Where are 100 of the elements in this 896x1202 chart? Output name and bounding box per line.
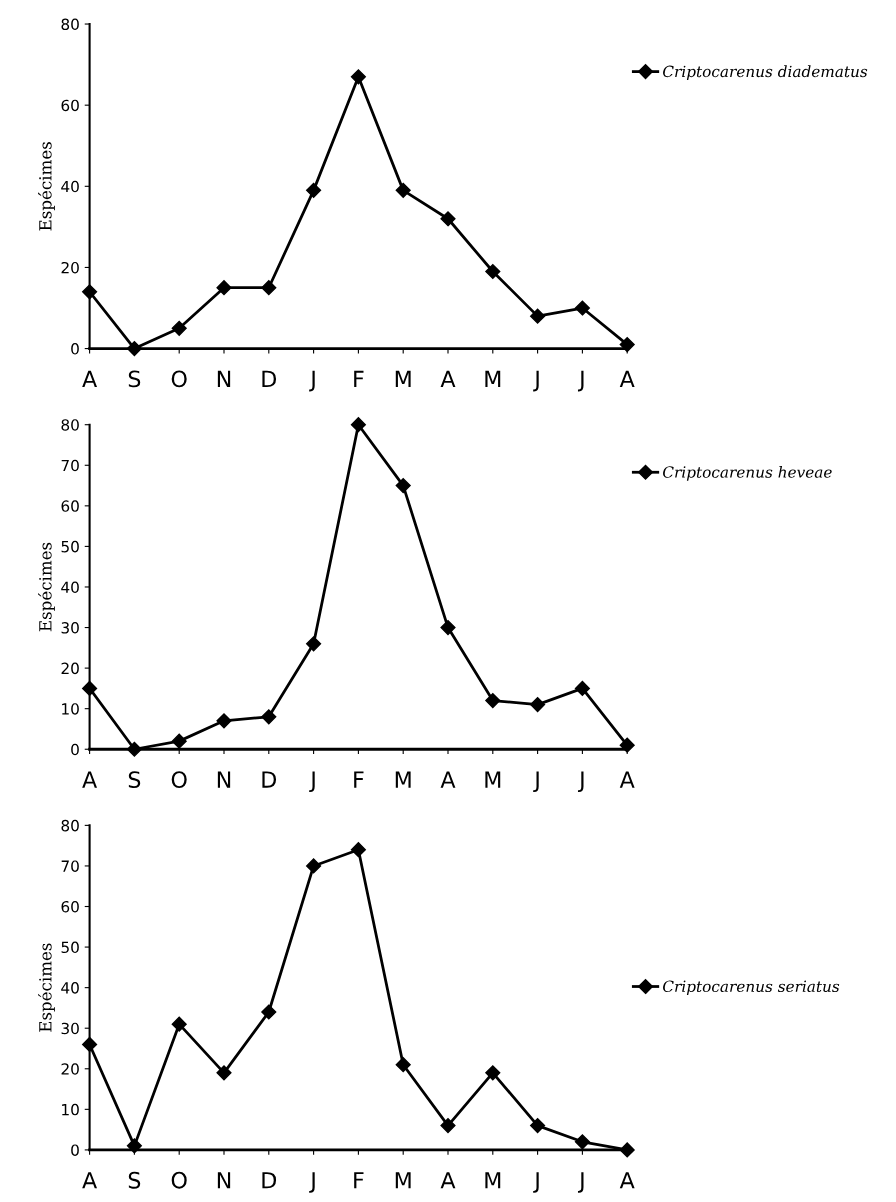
y-tick-label: 10 [62, 1103, 79, 1116]
point [261, 280, 277, 296]
x-tick-label: F [354, 771, 364, 788]
y-tick-label: 80 [61, 419, 79, 431]
point [216, 280, 232, 296]
point [530, 697, 546, 713]
y-tick-label: 60 [61, 900, 79, 913]
point [306, 182, 322, 198]
y-tick-label: 50 [61, 941, 79, 954]
point [261, 1004, 277, 1020]
y-tick-label: 30 [61, 622, 79, 634]
y-tick-label: 70 [61, 860, 79, 872]
x-tick-label: N [217, 1172, 231, 1189]
y-tick-label: 80 [61, 819, 79, 832]
x-tick-label: J [309, 771, 315, 793]
y-tick-label: 20 [61, 662, 79, 675]
point [261, 709, 277, 725]
x-tick-label: J [577, 370, 584, 392]
y-tick-label: 60 [61, 99, 79, 112]
point [171, 733, 187, 749]
y-tick-label: 0 [71, 343, 79, 355]
y-tick-label: 30 [61, 1022, 79, 1035]
point [530, 1118, 546, 1134]
y-tick-label: 40 [61, 180, 79, 193]
x-tick-label: N [217, 771, 231, 788]
point [395, 182, 411, 198]
x-tick-label: M [485, 1172, 501, 1189]
y-tick-label: 70 [61, 459, 79, 472]
x-tick-label: M [485, 370, 501, 387]
x-tick-label: J [533, 771, 539, 793]
point [216, 713, 232, 729]
x-tick-label: A [440, 771, 456, 788]
x-tick-label: A [440, 1172, 456, 1189]
legend-label: Criptocarenus heveae [663, 465, 832, 481]
point [350, 842, 366, 858]
x-tick-label: D [262, 370, 277, 387]
x-tick-label: O [171, 771, 187, 788]
x-tick-label: F [354, 1172, 364, 1189]
point [350, 69, 366, 85]
x-tick-label: S [128, 370, 141, 388]
point [306, 858, 322, 874]
point [440, 619, 456, 636]
point [530, 308, 546, 324]
point [171, 320, 187, 336]
point [82, 1036, 98, 1053]
x-tick-label: J [577, 1172, 584, 1193]
point [126, 341, 142, 357]
x-tick-label: D [262, 771, 277, 788]
point [350, 417, 366, 433]
y-axis-title: Espécimes [38, 142, 55, 231]
point [574, 300, 590, 316]
point [574, 680, 590, 696]
x-tick-label: O [171, 370, 187, 388]
y-axis-title: Espécimes [38, 943, 55, 1032]
point [395, 477, 411, 494]
y-axis-title: Espécimes [38, 542, 55, 632]
point [395, 1057, 411, 1073]
legend-label: Criptocarenus diadematus [663, 65, 868, 81]
point [82, 284, 98, 300]
y-tick-label: 50 [61, 540, 79, 553]
y-tick-label: 0 [71, 743, 79, 756]
x-tick-label: A [82, 1172, 98, 1189]
x-tick-label: J [533, 1172, 539, 1193]
y-tick-label: 60 [61, 500, 79, 512]
x-tick-label: S [128, 771, 141, 788]
point [619, 1142, 635, 1158]
x-tick-label: N [217, 370, 231, 387]
x-tick-label: J [533, 370, 539, 392]
point [126, 741, 142, 757]
y-tick-label: 0 [71, 1144, 79, 1156]
y-tick-label: 10 [62, 703, 79, 715]
x-tick-label: O [171, 1171, 187, 1189]
point [574, 1134, 590, 1150]
point [440, 1118, 456, 1134]
point [82, 680, 98, 696]
x-tick-label: F [354, 370, 364, 387]
x-tick-label: D [262, 1172, 277, 1189]
x-tick-label: M [395, 1172, 411, 1189]
point [485, 692, 501, 709]
point [619, 336, 635, 353]
x-tick-label: A [619, 370, 635, 387]
point [306, 636, 322, 652]
x-tick-label: A [619, 771, 635, 788]
x-tick-label: A [619, 1172, 635, 1189]
y-tick-label: 20 [61, 261, 79, 274]
legend-label: Criptocarenus seriatus [663, 980, 840, 996]
y-tick-label: 40 [61, 581, 79, 593]
point [216, 1065, 232, 1081]
point [171, 1016, 187, 1032]
point [485, 1065, 501, 1081]
x-tick-label: M [485, 771, 501, 788]
y-tick-label: 40 [61, 982, 79, 994]
x-tick-label: M [395, 370, 411, 387]
x-tick-label: A [82, 771, 98, 788]
x-tick-label: J [309, 370, 315, 392]
x-tick-label: A [440, 370, 456, 387]
y-tick-label: 20 [61, 1063, 79, 1075]
point [126, 1138, 142, 1154]
x-tick-label: S [128, 1171, 141, 1189]
x-tick-label: A [82, 370, 98, 387]
